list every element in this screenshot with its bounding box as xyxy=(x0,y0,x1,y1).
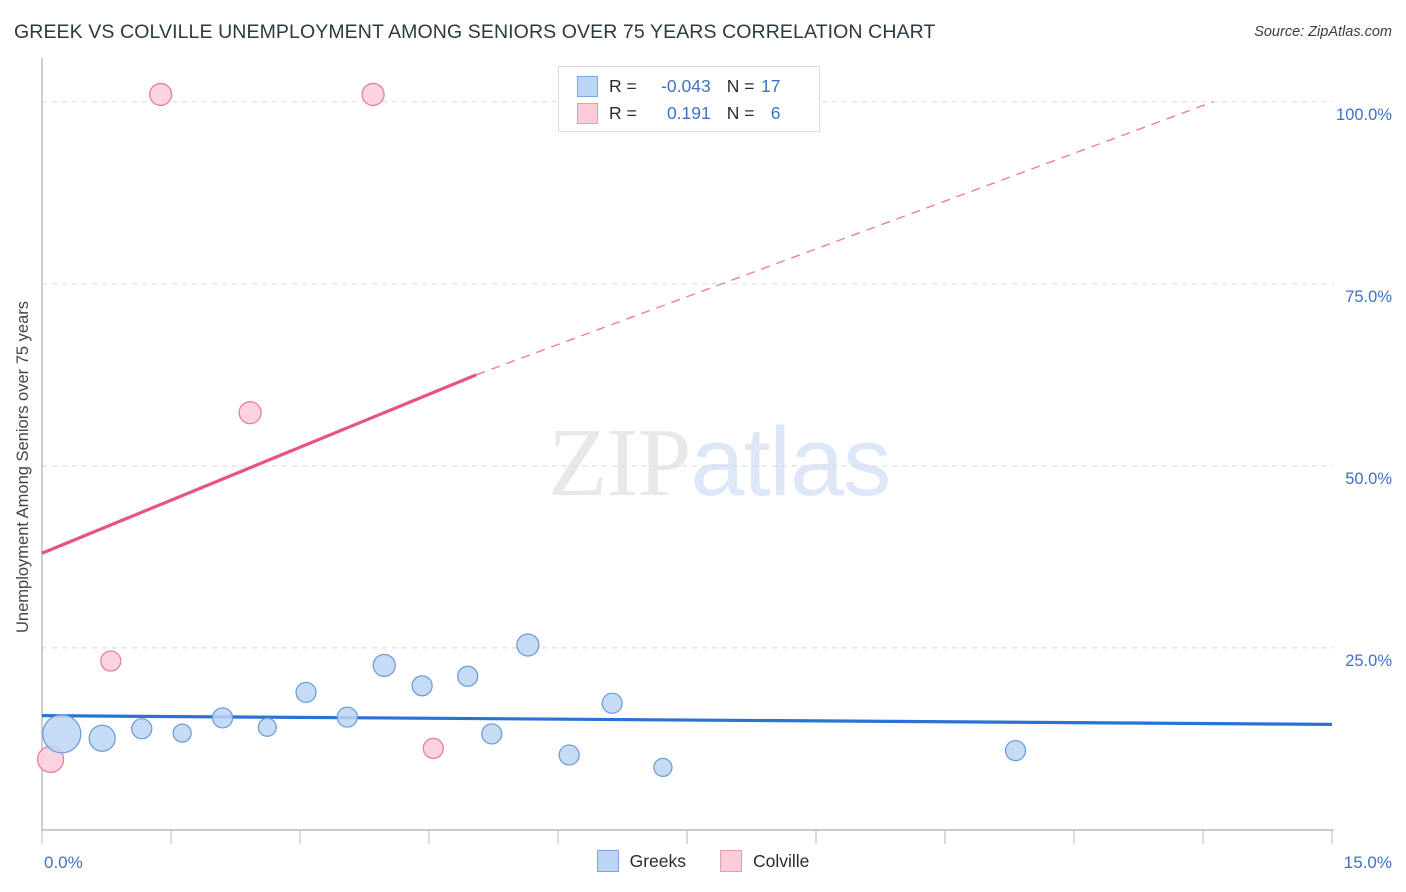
greeks-points xyxy=(42,633,1027,778)
trendline-colville xyxy=(41,373,477,555)
data-point-colville[interactable] xyxy=(149,82,173,107)
data-point-greeks[interactable] xyxy=(88,724,116,752)
data-point-greeks[interactable] xyxy=(1004,739,1027,762)
data-point-colville[interactable] xyxy=(100,650,122,672)
data-point-colville[interactable] xyxy=(361,82,385,107)
data-point-colville[interactable] xyxy=(422,737,444,760)
data-point-greeks[interactable] xyxy=(601,692,623,714)
legend-n-value-greeks: 17 xyxy=(761,76,781,96)
legend-r-value-greeks: -0.043 xyxy=(661,76,711,96)
source-attribution: Source: ZipAtlas.com xyxy=(1254,24,1392,40)
data-point-greeks[interactable] xyxy=(131,718,153,740)
legend-row-colville: R = 0.191 N = 6 xyxy=(577,100,780,127)
legend-n-label-colville: N = xyxy=(726,103,755,123)
trendline-colville-projected xyxy=(476,101,1214,376)
series-legend-label-greeks: Greeks xyxy=(629,850,686,871)
legend-n-label-greeks: N = xyxy=(726,76,755,96)
legend-r-value-colville: 0.191 xyxy=(666,103,711,123)
data-point-greeks[interactable] xyxy=(653,757,673,778)
legend-r-label-colville: R = xyxy=(609,103,637,123)
data-point-greeks[interactable] xyxy=(481,723,503,745)
data-point-greeks[interactable] xyxy=(411,675,433,697)
data-point-greeks[interactable] xyxy=(558,744,580,766)
series-legend: Greeks Colville xyxy=(0,850,1406,872)
y-axis-title: Unemployment Among Seniors over 75 years xyxy=(14,0,33,633)
y-axis-tick-label: 50.0% xyxy=(1345,469,1392,488)
series-legend-item-colville[interactable]: Colville xyxy=(720,850,809,872)
data-point-greeks[interactable] xyxy=(172,723,192,743)
x-axis-max-label: 15.0% xyxy=(1343,853,1392,872)
legend-r-label-greeks: R = xyxy=(609,76,637,96)
legend-swatch-colville-icon xyxy=(577,103,598,124)
page-title: GREEK VS COLVILLE UNEMPLOYMENT AMONG SEN… xyxy=(14,21,936,43)
data-point-greeks[interactable] xyxy=(372,653,396,678)
y-axis-tick-label: 100.0% xyxy=(1336,105,1392,124)
data-point-greeks[interactable] xyxy=(336,706,358,728)
legend-n-value-colville: 6 xyxy=(770,103,781,123)
data-point-greeks[interactable] xyxy=(257,717,277,737)
y-axis-title-label: Unemployment Among Seniors over 75 years xyxy=(14,301,32,633)
data-point-greeks[interactable] xyxy=(457,665,479,687)
correlation-legend: R = -0.043 N = 17 R = 0.191 N = 6 xyxy=(558,66,820,132)
gridlines xyxy=(42,101,1334,649)
series-legend-item-greeks[interactable]: Greeks xyxy=(596,850,686,872)
data-point-greeks[interactable] xyxy=(516,633,540,657)
watermark-atlas: atlas xyxy=(690,407,892,516)
zipatlas-watermark: ZIPatlas xyxy=(548,406,892,518)
series-legend-swatch-colville-icon xyxy=(720,850,742,872)
data-point-greeks[interactable] xyxy=(42,714,82,754)
legend-swatch-greeks-icon xyxy=(577,76,598,97)
watermark-zip: ZIP xyxy=(548,409,691,516)
colville-points xyxy=(36,82,444,774)
data-point-colville[interactable] xyxy=(36,745,65,774)
y-axis-tick-label: 75.0% xyxy=(1345,287,1392,306)
data-point-greeks[interactable] xyxy=(295,681,317,704)
legend-row-greeks: R = -0.043 N = 17 xyxy=(577,73,780,100)
data-point-greeks[interactable] xyxy=(211,707,234,729)
data-point-colville[interactable] xyxy=(238,401,262,425)
x-tick-marks xyxy=(41,830,1333,844)
y-axis-tick-label: 25.0% xyxy=(1345,651,1392,670)
trendline-greeks xyxy=(41,714,1333,726)
series-legend-swatch-greeks-icon xyxy=(596,850,619,872)
series-legend-label-colville: Colville xyxy=(753,850,810,871)
x-axis-min-label: 0.0% xyxy=(44,853,83,872)
